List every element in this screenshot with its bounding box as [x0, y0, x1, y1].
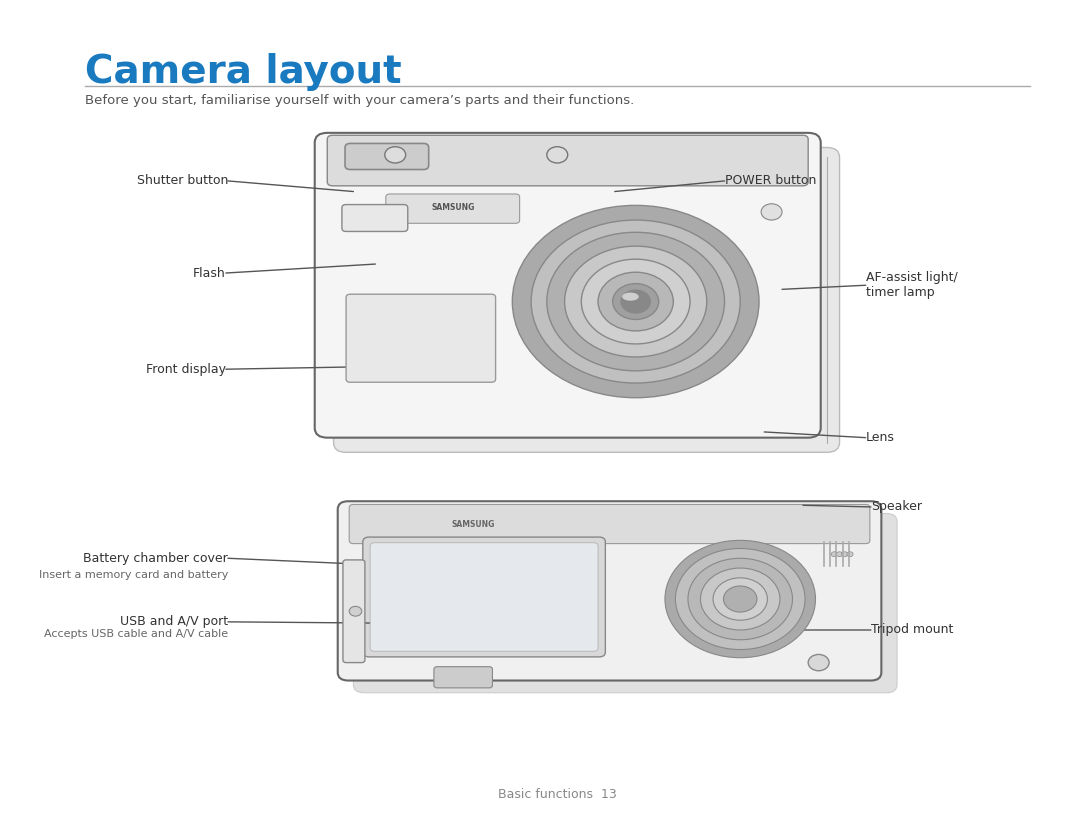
Text: Shutter button: Shutter button	[136, 174, 228, 187]
FancyBboxPatch shape	[386, 194, 519, 223]
Circle shape	[384, 147, 406, 163]
FancyBboxPatch shape	[338, 501, 881, 681]
Circle shape	[675, 548, 805, 650]
FancyBboxPatch shape	[370, 543, 598, 651]
Text: SAMSUNG: SAMSUNG	[451, 519, 496, 529]
Circle shape	[713, 578, 768, 620]
Text: Battery chamber cover: Battery chamber cover	[83, 552, 228, 565]
Text: Front display: Front display	[146, 363, 226, 376]
Circle shape	[546, 232, 725, 371]
Circle shape	[349, 606, 362, 616]
Circle shape	[531, 220, 740, 383]
FancyBboxPatch shape	[349, 504, 869, 544]
FancyBboxPatch shape	[334, 148, 839, 452]
Circle shape	[565, 246, 706, 357]
Circle shape	[612, 284, 659, 319]
Text: Flash: Flash	[193, 267, 226, 280]
Circle shape	[841, 552, 848, 557]
Text: Lens: Lens	[866, 431, 894, 444]
Circle shape	[836, 552, 842, 557]
Text: AF-assist light/
timer lamp: AF-assist light/ timer lamp	[866, 271, 958, 299]
Text: SAMSUNG: SAMSUNG	[431, 203, 474, 213]
Text: Before you start, familiarise yourself with your camera’s parts and their functi: Before you start, familiarise yourself w…	[84, 94, 634, 107]
FancyBboxPatch shape	[353, 513, 897, 693]
Text: Basic functions  13: Basic functions 13	[498, 788, 617, 801]
Circle shape	[598, 272, 673, 331]
FancyBboxPatch shape	[345, 143, 429, 170]
Circle shape	[688, 558, 793, 640]
Text: Insert a memory card and battery: Insert a memory card and battery	[39, 570, 228, 579]
FancyBboxPatch shape	[363, 537, 606, 657]
FancyBboxPatch shape	[434, 667, 492, 688]
FancyBboxPatch shape	[342, 205, 408, 231]
Circle shape	[665, 540, 815, 658]
Circle shape	[621, 290, 650, 313]
Circle shape	[724, 586, 757, 612]
Text: Tripod mount: Tripod mount	[870, 623, 954, 637]
FancyBboxPatch shape	[346, 294, 496, 382]
Text: USB and A/V port: USB and A/V port	[120, 615, 228, 628]
Circle shape	[581, 259, 690, 344]
Ellipse shape	[622, 293, 638, 301]
Text: Accepts USB cable and A/V cable: Accepts USB cable and A/V cable	[44, 629, 228, 639]
Circle shape	[512, 205, 759, 398]
Circle shape	[701, 568, 780, 630]
Text: Speaker: Speaker	[870, 500, 922, 513]
Circle shape	[546, 147, 568, 163]
Circle shape	[832, 552, 837, 557]
Circle shape	[761, 204, 782, 220]
Circle shape	[847, 552, 853, 557]
FancyBboxPatch shape	[314, 133, 821, 438]
Text: Camera layout: Camera layout	[84, 53, 402, 91]
Text: POWER button: POWER button	[725, 174, 815, 187]
Circle shape	[808, 654, 829, 671]
FancyBboxPatch shape	[343, 560, 365, 663]
FancyBboxPatch shape	[327, 135, 808, 186]
